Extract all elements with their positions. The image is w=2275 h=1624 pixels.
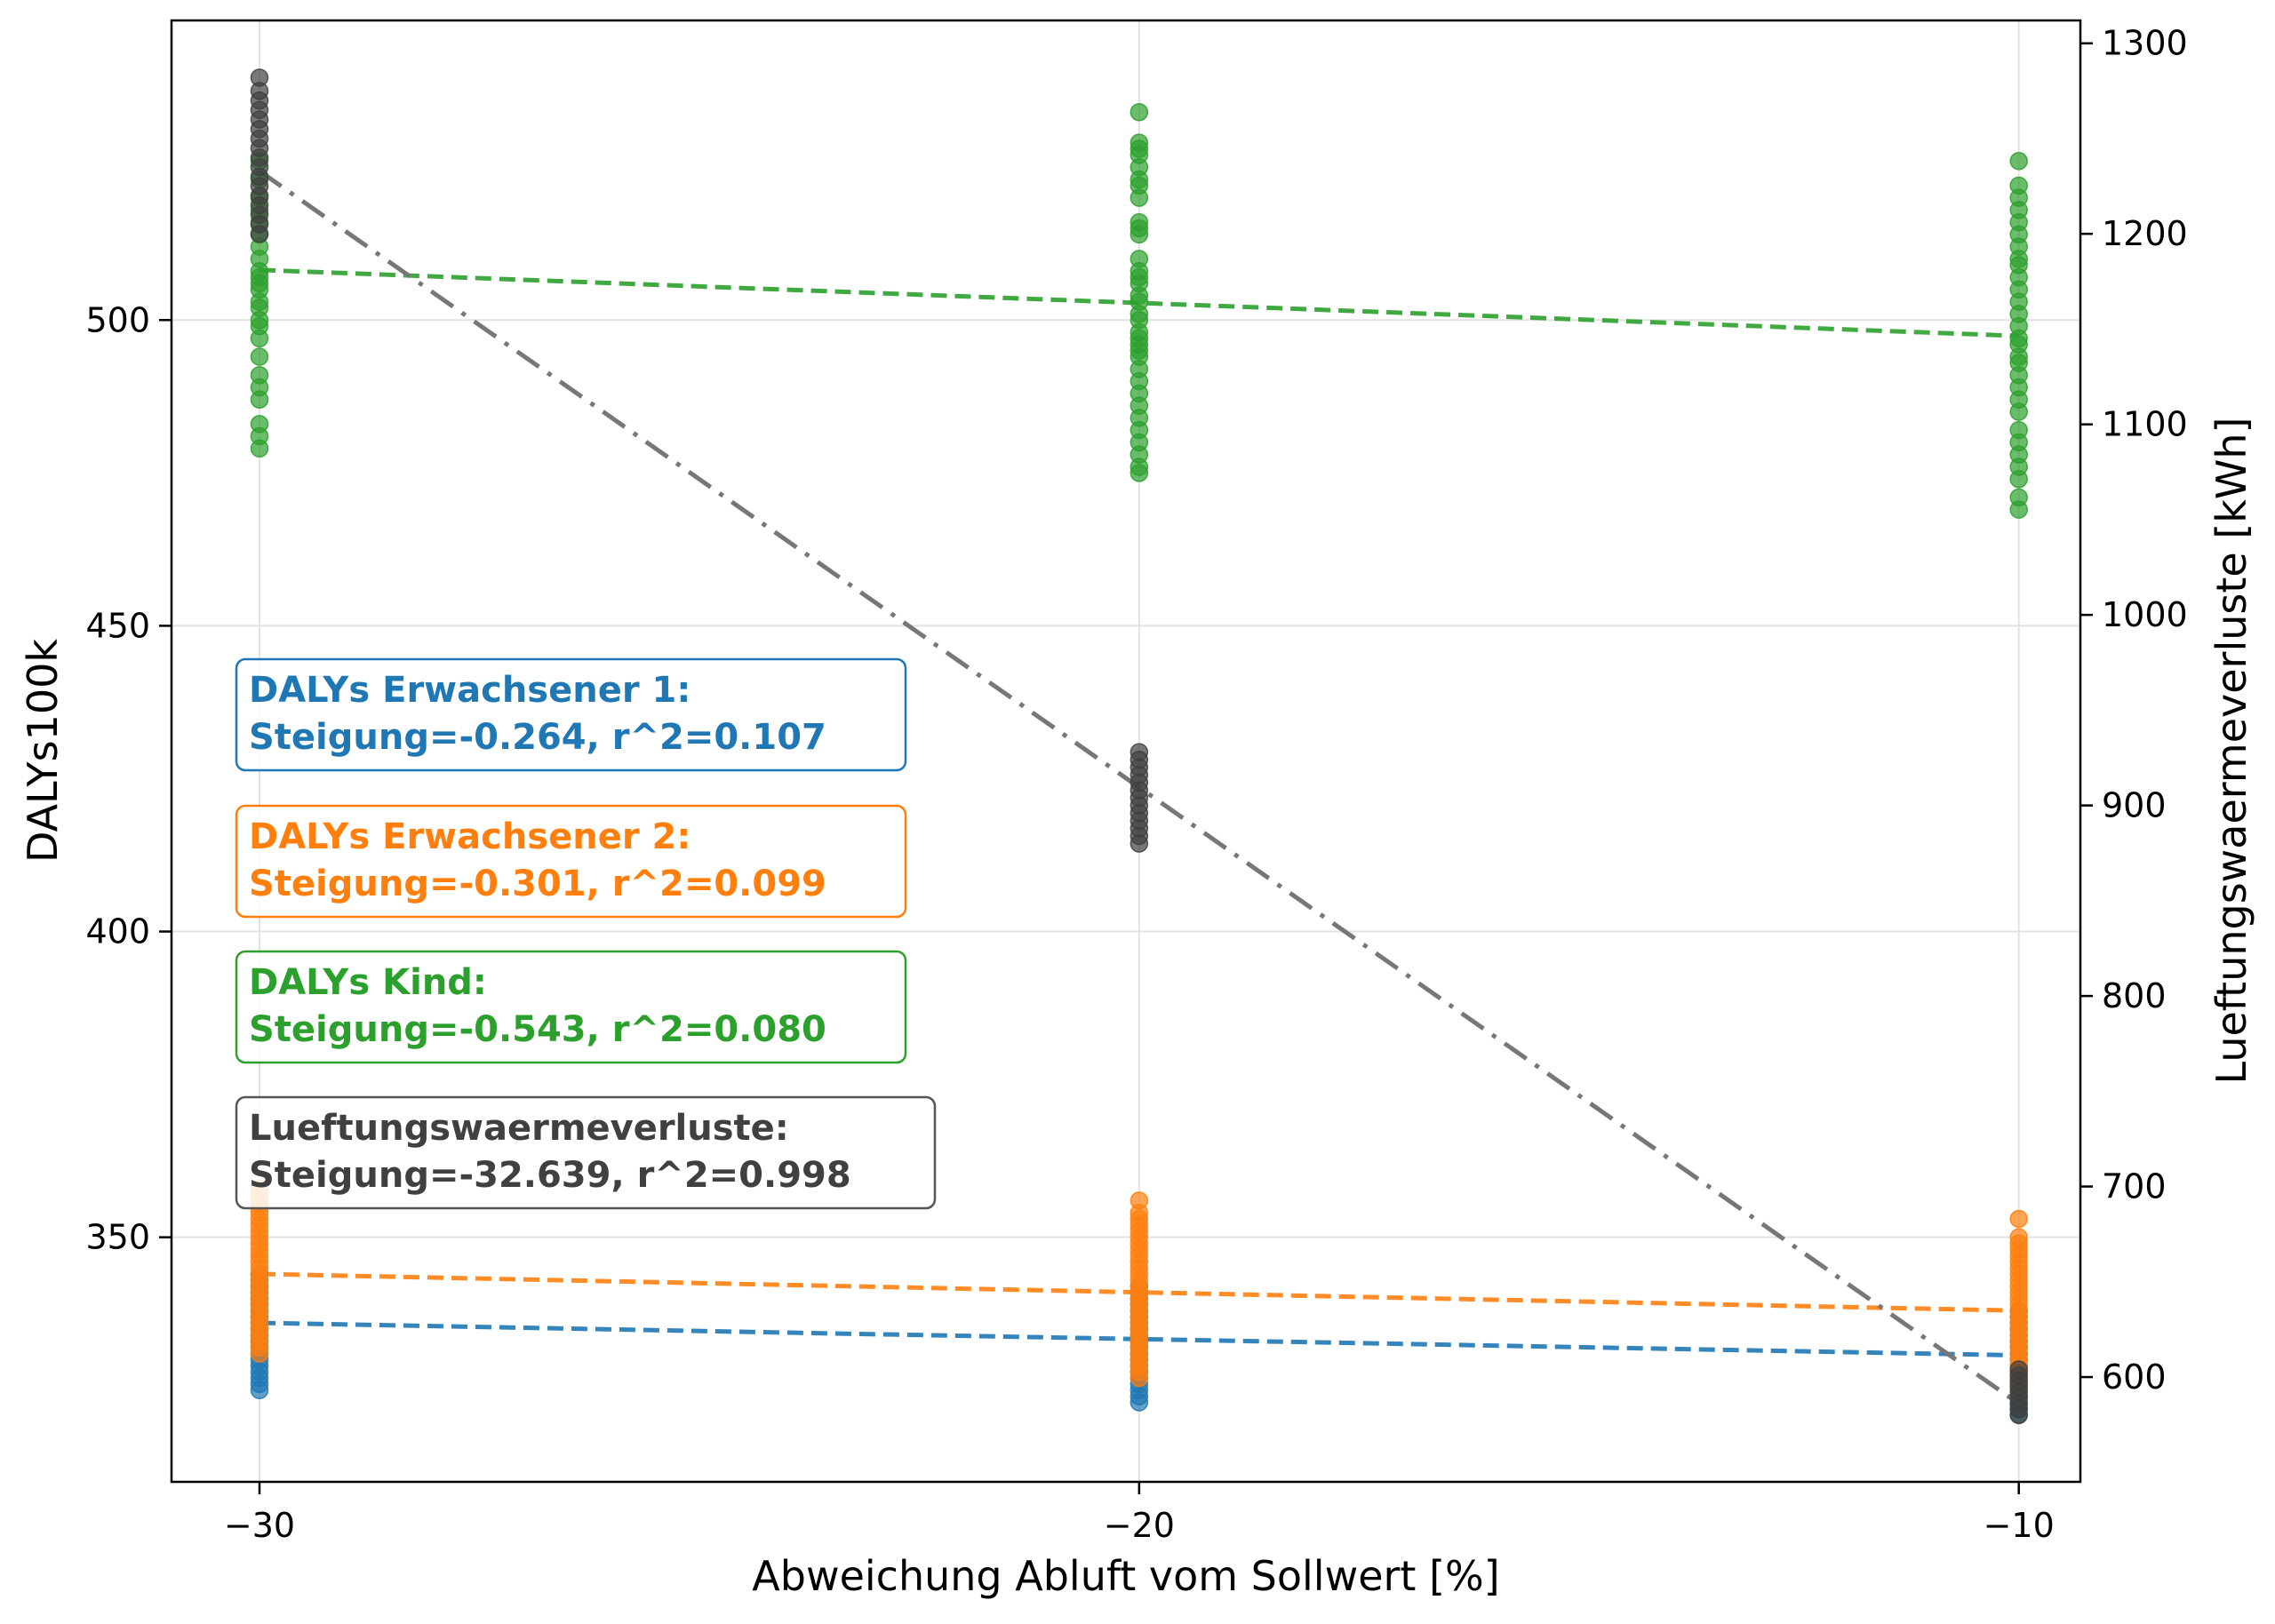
annotation-title: DALYs Erwachsener 1: [249, 670, 690, 711]
data-point [2009, 152, 2028, 171]
annotation-stats: Steigung=-0.543, r^2=0.080 [249, 1009, 826, 1050]
y-tick-label-right: 700 [2102, 1167, 2167, 1206]
annotation-title: DALYs Kind: [249, 962, 487, 1003]
data-point [250, 365, 269, 385]
y-tick-label-left: 400 [85, 912, 150, 951]
x-axis-title: Abweichung Abluft vom Sollwert [%] [752, 1552, 1499, 1600]
data-point [1130, 212, 1149, 232]
y-tick-label-left: 500 [85, 300, 150, 339]
data-point [2009, 1360, 2028, 1379]
y-tick-label-right: 600 [2102, 1357, 2167, 1397]
annotation-stats: Steigung=-32.639, r^2=0.998 [249, 1155, 851, 1196]
y-tick-label-left: 350 [85, 1218, 150, 1257]
x-tick-label: −30 [224, 1506, 295, 1545]
x-tick-label: −10 [1984, 1506, 2055, 1545]
data-point [1130, 133, 1149, 152]
series-dalys-erwachsener-2 [250, 1179, 2028, 1400]
data-point [1130, 250, 1149, 268]
series-lueftungswaermeverluste [250, 68, 2028, 1425]
annotation-frame [235, 657, 907, 772]
y-axis-title-right: Lueftungswaermeverluste [kWh] [2207, 418, 2255, 1085]
annotation-box-adults-1: DALYs Erwachsener 1: Steigung=-0.264, r^… [235, 657, 907, 772]
data-point [2009, 488, 2028, 507]
data-point [250, 415, 269, 434]
data-point [2009, 1228, 2028, 1246]
y-tick-label-right: 1300 [2102, 24, 2188, 63]
data-point [1130, 1191, 1149, 1210]
annotation-title: Lueftungswaermeverluste: [249, 1108, 789, 1149]
annotation-box-adults-2: DALYs Erwachsener 2: Steigung=-0.301, r^… [235, 804, 907, 919]
annotation-frame [235, 950, 907, 1064]
annotation-stats: Steigung=-0.301, r^2=0.099 [249, 864, 826, 904]
data-point [1130, 102, 1149, 122]
y-tick-label-right: 800 [2102, 976, 2167, 1015]
data-point [250, 68, 269, 87]
annotation-stats: Steigung=-0.264, r^2=0.107 [249, 717, 826, 758]
fit-line [259, 1320, 2019, 1358]
y-tick-label-right: 900 [2102, 786, 2167, 825]
y-tick-label-right: 1000 [2102, 595, 2188, 634]
fit-line [259, 267, 2019, 338]
annotation-box-child: DALYs Kind: Steigung=-0.543, r^2=0.080 [235, 950, 907, 1064]
annotation-frame [235, 804, 907, 919]
annotation-box-heat-loss: Lueftungswaermeverluste: Steigung=-32.63… [235, 1095, 937, 1210]
annotation-title: DALYs Erwachsener 2: [249, 816, 690, 857]
data-point [250, 347, 269, 366]
y-tick-label-left: 450 [85, 606, 150, 645]
data-point [2009, 420, 2028, 440]
fit-line [259, 1271, 2019, 1313]
series-dalys-kind [250, 102, 2028, 519]
data-point [2009, 176, 2028, 195]
plot-frame [170, 19, 2082, 1484]
ticks: −30 −20 −10 350 400 450 500 600 700 800 900 1000 110… [85, 24, 2187, 1545]
y-tick-label-right: 1100 [2102, 405, 2188, 444]
data-point [2009, 1209, 2028, 1229]
data-point [1130, 743, 1149, 761]
y-axis-title-left: DALYs100k [19, 639, 67, 863]
x-tick-label: −20 [1104, 1506, 1175, 1545]
y-tick-label-right: 1200 [2102, 214, 2188, 253]
annotation-frame [235, 1095, 937, 1210]
